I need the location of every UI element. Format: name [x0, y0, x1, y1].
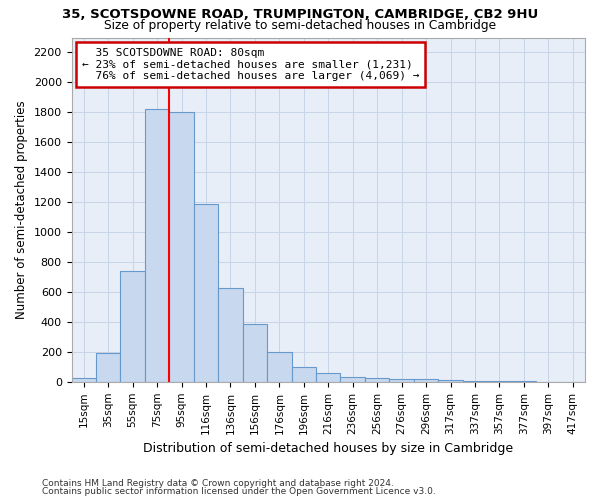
Text: 35, SCOTSDOWNE ROAD, TRUMPINGTON, CAMBRIDGE, CB2 9HU: 35, SCOTSDOWNE ROAD, TRUMPINGTON, CAMBRI…	[62, 8, 538, 20]
Bar	[145, 110, 169, 382]
Bar	[194, 204, 218, 382]
Bar	[267, 352, 292, 382]
Bar	[414, 379, 438, 382]
X-axis label: Distribution of semi-detached houses by size in Cambridge: Distribution of semi-detached houses by …	[143, 442, 514, 455]
Bar	[121, 271, 145, 382]
Bar	[438, 380, 463, 382]
Bar	[389, 379, 414, 382]
Bar	[292, 367, 316, 382]
Bar	[340, 376, 365, 382]
Bar	[218, 288, 242, 382]
Text: 35 SCOTSDOWNE ROAD: 80sqm
← 23% of semi-detached houses are smaller (1,231)
  76: 35 SCOTSDOWNE ROAD: 80sqm ← 23% of semi-…	[82, 48, 419, 81]
Bar	[365, 378, 389, 382]
Bar	[71, 378, 96, 382]
Bar	[463, 380, 487, 382]
Bar	[169, 112, 194, 382]
Text: Size of property relative to semi-detached houses in Cambridge: Size of property relative to semi-detach…	[104, 18, 496, 32]
Bar	[96, 354, 121, 382]
Y-axis label: Number of semi-detached properties: Number of semi-detached properties	[15, 100, 28, 319]
Bar	[242, 324, 267, 382]
Text: Contains HM Land Registry data © Crown copyright and database right 2024.: Contains HM Land Registry data © Crown c…	[42, 478, 394, 488]
Bar	[487, 381, 512, 382]
Text: Contains public sector information licensed under the Open Government Licence v3: Contains public sector information licen…	[42, 487, 436, 496]
Bar	[316, 373, 340, 382]
